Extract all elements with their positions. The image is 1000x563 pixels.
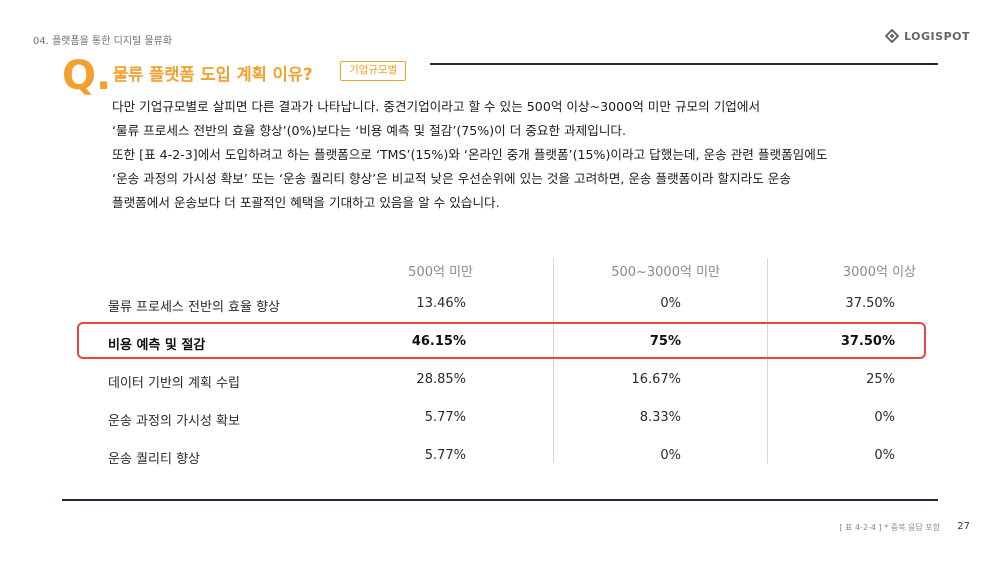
table-cell: 8.33%	[639, 410, 681, 425]
body-line: 다만 기업규모별로 살피면 다른 결과가 나타납니다. 중견기업이라고 할 수 …	[112, 99, 761, 114]
question-mark: Q.	[62, 53, 112, 99]
table-cell: 0%	[874, 410, 895, 425]
table-caption: [ 표 4-2-4 ] * 중복 응답 포함	[839, 523, 940, 532]
table-row: 운송 과정의 가시성 확보 5.77% 8.33% 0%	[62, 400, 938, 438]
table-row: 데이터 기반의 계획 수립 28.85% 16.67% 25%	[62, 362, 938, 400]
highlight-box	[77, 322, 926, 359]
table-cell: 5.77%	[424, 448, 466, 463]
table-cell: 37.50%	[845, 296, 895, 311]
logo-text: LOGISPOT	[904, 29, 970, 43]
column-divider	[767, 258, 768, 463]
column-header: 500~3000억 미만	[611, 265, 720, 280]
table-cell: 13.46%	[416, 296, 466, 311]
breadcrumb: 04. 플랫폼을 통한 디지털 물류화	[33, 36, 173, 47]
table-row-highlighted: 비용 예측 및 절감 46.15% 75% 37.50%	[62, 324, 938, 362]
table-cell: 0%	[874, 448, 895, 463]
survey-table: 500억 미만 500~3000억 미만 3000억 이상 물류 프로세스 전반…	[62, 248, 938, 468]
table-row: 운송 퀄리티 향상 5.77% 0% 0%	[62, 438, 938, 476]
table-cell: 46.15%	[411, 334, 466, 349]
page-title: 물류 플랫폼 도입 계획 이유?	[113, 65, 313, 84]
logo: LOGISPOT	[885, 29, 970, 43]
table-cell: 37.50%	[840, 334, 895, 349]
table-cell: 16.67%	[631, 372, 681, 387]
table-cell: 0%	[660, 448, 681, 463]
row-label: 비용 예측 및 절감	[108, 338, 206, 353]
column-header: 3000억 이상	[842, 265, 916, 280]
table-cell: 5.77%	[424, 410, 466, 425]
body-paragraph: 다만 기업규모별로 살피면 다른 결과가 나타납니다. 중견기업이라고 할 수 …	[112, 95, 942, 215]
page-number: 27	[957, 521, 970, 532]
table-cell: 75%	[649, 334, 681, 349]
body-line: ‘운송 과정의 가시성 확보’ 또는 ‘운송 퀄리티 향상’은 비교적 낮은 우…	[112, 171, 791, 186]
logispot-diamond-icon	[885, 29, 900, 43]
bottom-divider	[62, 499, 938, 501]
body-line: ‘물류 프로세스 전반의 효율 향상’(0%)보다는 ‘비용 예측 및 절감’(…	[112, 123, 627, 138]
body-line: 플랫폼에서 운송보다 더 포괄적인 혜택을 기대하고 있음을 알 수 있습니다.	[112, 195, 500, 210]
column-divider	[553, 258, 554, 463]
table-cell: 25%	[866, 372, 895, 387]
table-row: 물류 프로세스 전반의 효율 향상 13.46% 0% 37.50%	[62, 286, 938, 324]
row-label: 물류 프로세스 전반의 효율 향상	[108, 300, 281, 315]
title-divider	[430, 63, 938, 65]
body-line: 또한 [표 4-2-3]에서 도입하려고 하는 플랫폼으로 ‘TMS’(15%)…	[112, 147, 828, 162]
category-badge: 기업규모별	[340, 61, 407, 81]
table-cell: 0%	[660, 296, 681, 311]
row-label: 운송 과정의 가시성 확보	[108, 414, 240, 429]
row-label: 데이터 기반의 계획 수립	[108, 376, 240, 391]
table-cell: 28.85%	[416, 372, 466, 387]
column-header: 500억 미만	[408, 265, 473, 280]
row-label: 운송 퀄리티 향상	[108, 452, 200, 467]
